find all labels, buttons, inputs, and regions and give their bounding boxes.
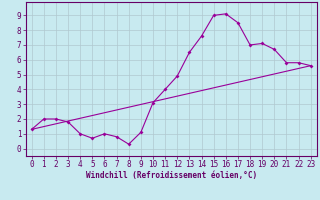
X-axis label: Windchill (Refroidissement éolien,°C): Windchill (Refroidissement éolien,°C) bbox=[86, 171, 257, 180]
